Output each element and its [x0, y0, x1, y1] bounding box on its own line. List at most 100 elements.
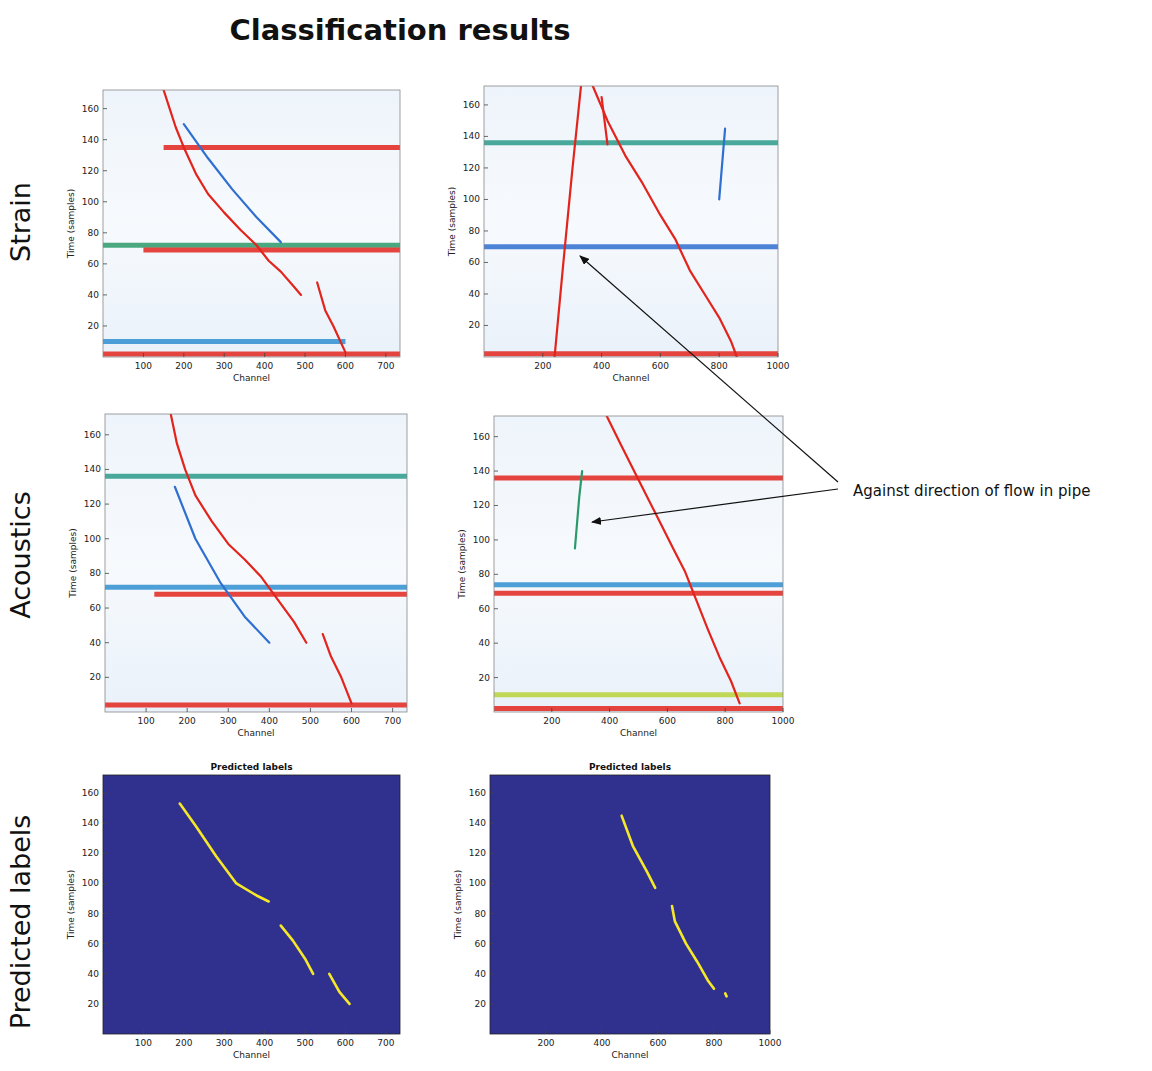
y-tick-label: 20: [479, 673, 491, 683]
y-tick: [484, 199, 488, 200]
x-tick: [778, 353, 779, 357]
y-tick-label: 60: [90, 603, 102, 613]
trace: [602, 97, 608, 144]
x-tick-label: 200: [534, 361, 551, 371]
y-tick-label: 80: [475, 909, 487, 919]
band: [494, 591, 783, 596]
y-tick-label: 60: [88, 939, 100, 949]
x-tick-label: 1000: [767, 361, 790, 371]
trace: [180, 804, 350, 1004]
y-tick: [484, 293, 488, 294]
x-tick: [770, 1030, 771, 1034]
y-tick-label: 140: [473, 466, 490, 476]
x-tick-label: 700: [377, 361, 394, 371]
x-tick: [183, 353, 184, 357]
y-tick: [103, 325, 107, 326]
y-tick: [103, 913, 107, 914]
band: [154, 592, 407, 597]
y-tick: [105, 504, 109, 505]
x-tick: [305, 1030, 306, 1034]
x-tick-label: 1000: [772, 716, 795, 726]
x-tick-label: 400: [261, 716, 278, 726]
x-tick: [546, 1030, 547, 1034]
x-tick-label: 400: [256, 361, 273, 371]
band: [105, 585, 407, 590]
trace: [555, 86, 581, 357]
x-tick-label: 600: [343, 716, 360, 726]
y-tick: [105, 469, 109, 470]
band: [494, 692, 783, 697]
x-axis-title: Channel: [612, 1050, 649, 1060]
x-tick-label: 700: [377, 1038, 394, 1048]
data-group: [484, 86, 778, 357]
x-tick-label: 400: [593, 1038, 610, 1048]
x-tick-label: 800: [711, 361, 728, 371]
x-tick: [601, 353, 602, 357]
x-tick-label: 300: [220, 716, 237, 726]
x-tick: [385, 353, 386, 357]
band: [103, 243, 400, 248]
y-tick-label: 60: [469, 257, 481, 267]
y-axis-title: Time (samples): [66, 189, 76, 259]
y-tick: [105, 434, 109, 435]
x-tick-label: 700: [384, 716, 401, 726]
x-tick: [224, 1030, 225, 1034]
x-tick: [305, 353, 306, 357]
panel: 200400600800100020406080100120140160Chan…: [447, 86, 790, 383]
y-tick-label: 40: [90, 638, 102, 648]
x-axis-title: Channel: [620, 728, 657, 738]
y-tick: [490, 793, 494, 794]
x-tick: [228, 708, 229, 712]
x-tick: [609, 708, 610, 712]
y-tick-label: 80: [469, 226, 481, 236]
data-group: [622, 816, 727, 997]
y-tick: [105, 642, 109, 643]
y-tick-label: 120: [463, 163, 480, 173]
x-tick: [264, 1030, 265, 1034]
x-tick: [725, 708, 726, 712]
y-tick-label: 160: [469, 788, 486, 798]
y-tick-label: 40: [88, 969, 100, 979]
band: [105, 474, 407, 479]
y-tick-label: 60: [88, 259, 100, 269]
x-axis-title: Channel: [233, 373, 270, 383]
y-tick-label: 80: [90, 568, 102, 578]
row-label: Predicted labels: [5, 815, 36, 1030]
x-tick-label: 200: [175, 1038, 192, 1048]
band: [105, 703, 407, 708]
plot-background: [490, 775, 770, 1034]
band: [484, 140, 778, 145]
y-tick: [490, 943, 494, 944]
y-tick: [490, 883, 494, 884]
y-tick-label: 160: [82, 788, 99, 798]
y-tick: [494, 677, 498, 678]
data-group: [180, 804, 350, 1004]
x-tick: [345, 353, 346, 357]
y-tick-label: 120: [82, 848, 99, 858]
y-tick: [103, 883, 107, 884]
y-tick: [103, 853, 107, 854]
trace: [593, 86, 737, 357]
y-tick: [105, 608, 109, 609]
y-tick: [484, 136, 488, 137]
y-tick-label: 120: [473, 500, 490, 510]
x-tick-label: 400: [601, 716, 618, 726]
plot-frame: [490, 775, 770, 1034]
band: [103, 339, 345, 344]
x-tick-label: 600: [337, 361, 354, 371]
y-tick-label: 100: [473, 535, 490, 545]
panel: 200400600800100020406080100120140160Chan…: [453, 762, 782, 1060]
x-tick: [146, 708, 147, 712]
x-tick-label: 600: [659, 716, 676, 726]
x-tick: [224, 353, 225, 357]
y-tick: [105, 677, 109, 678]
plot-frame: [494, 416, 783, 712]
y-tick-label: 160: [463, 100, 480, 110]
y-tick: [103, 108, 107, 109]
x-tick-label: 300: [216, 361, 233, 371]
x-tick-label: 600: [649, 1038, 666, 1048]
y-tick-label: 40: [469, 289, 481, 299]
y-tick: [103, 232, 107, 233]
x-tick: [187, 708, 188, 712]
row-label: Acoustics: [5, 491, 36, 619]
